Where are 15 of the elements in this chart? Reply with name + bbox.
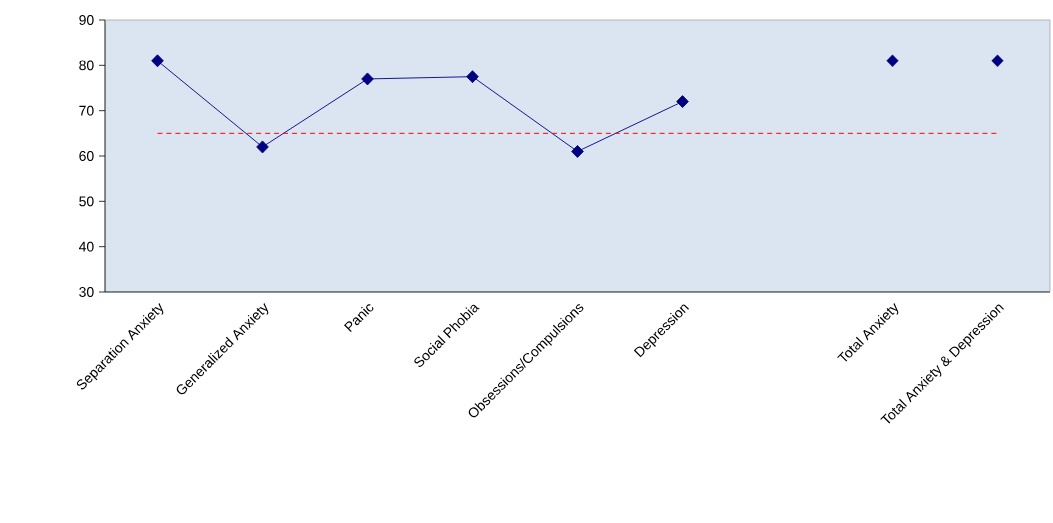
point [151,54,164,68]
point [466,70,479,84]
point [886,54,899,67]
y-tick-label: 90 [79,15,94,25]
y-tick-label: 50 [79,196,94,207]
point [361,72,374,86]
y-tick-label: 60 [79,151,94,161]
y-tick-label: 80 [79,60,94,71]
y-tick-label: 70 [79,105,94,116]
y-tick-label: 40 [78,241,94,252]
point [571,145,584,158]
y-tick-label: 30 [79,287,94,297]
point [676,95,689,109]
point [991,54,1004,67]
point [256,140,269,154]
